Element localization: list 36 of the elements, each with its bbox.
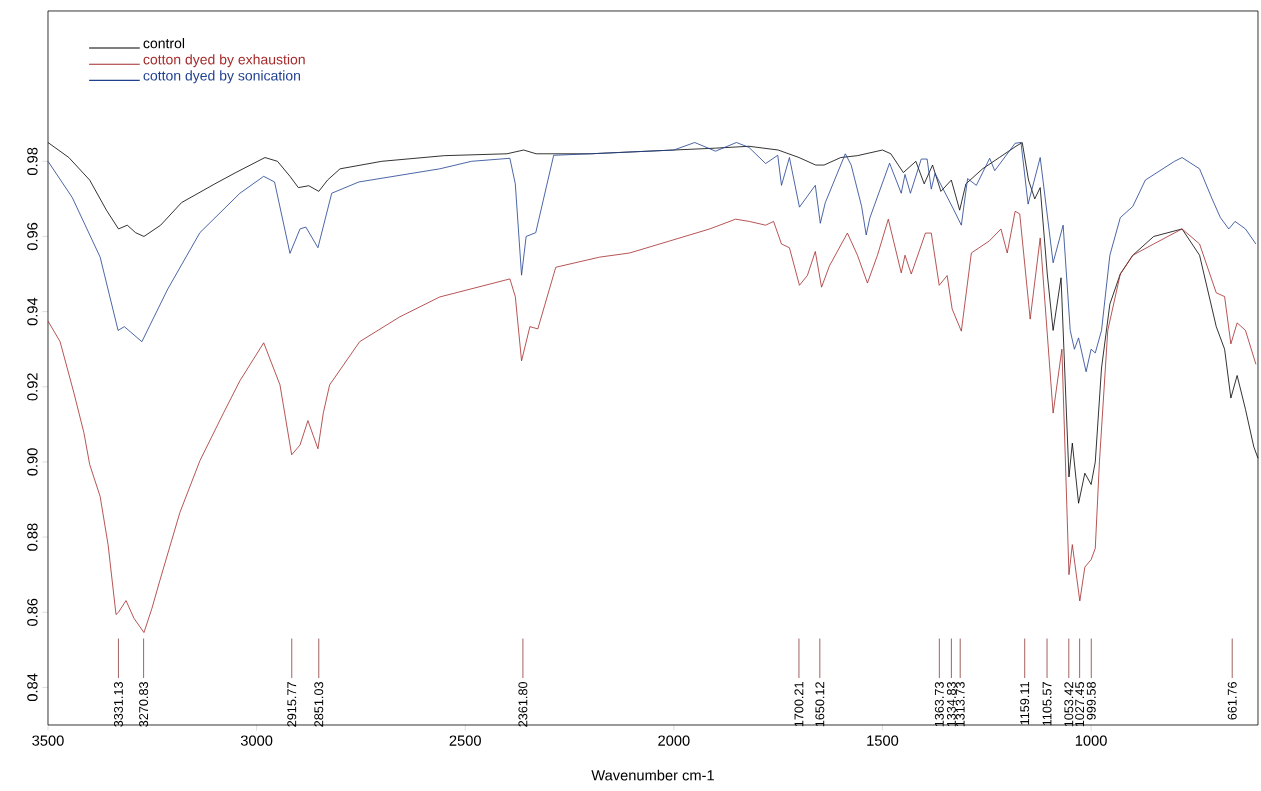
x-tick-label: 2000	[658, 735, 690, 746]
y-tick-label: 0.86	[27, 598, 38, 626]
annotation: 2361.80	[518, 682, 528, 727]
y-tick-label: 0.96	[27, 222, 38, 251]
line-series	[47, 142, 1257, 373]
y-tick-label: 0.98	[27, 147, 38, 176]
legend-label: control	[143, 38, 185, 49]
x-tick-label: 3500	[32, 735, 64, 746]
annotation: 999.58	[1086, 682, 1096, 720]
annotation: 1363.73	[934, 682, 944, 727]
x-tick-label: 2500	[449, 735, 481, 746]
x-tick-label: 3000	[240, 735, 273, 746]
annotation: 1650.12	[815, 682, 825, 727]
x-axis-title: Wavenumber cm-1	[591, 769, 714, 781]
y-tick-label: 0.94	[27, 297, 38, 326]
y-tick-label: 0.90	[27, 448, 38, 476]
annotation: 2915.77	[287, 682, 297, 727]
y-tick-label: 0.84	[27, 673, 38, 702]
annotation: 1700.21	[794, 682, 804, 727]
x-tick-label: 1500	[867, 735, 899, 746]
annotation: 1053.42	[1064, 682, 1074, 727]
x-tick-label: 1000	[1075, 735, 1107, 746]
annotation: 1313.73	[955, 682, 965, 727]
annotation: 2851.03	[314, 682, 324, 727]
annotation: 3331.13	[113, 682, 123, 727]
y-tick-label: 0.92	[27, 373, 38, 401]
annotation: 1027.45	[1075, 682, 1085, 727]
annotation: 1105.57	[1042, 682, 1052, 726]
line-series	[47, 210, 1257, 633]
annotation: 1159.11	[1020, 682, 1030, 725]
annotation: 1334.83	[946, 682, 956, 727]
y-tick-label: 0.88	[27, 523, 38, 551]
legend-label: cotton dyed by sonication	[143, 70, 301, 84]
annotation: 661.76	[1227, 682, 1237, 720]
legend-label: cotton dyed by exhaustion	[143, 54, 305, 68]
annotation: 3270.83	[139, 682, 149, 727]
